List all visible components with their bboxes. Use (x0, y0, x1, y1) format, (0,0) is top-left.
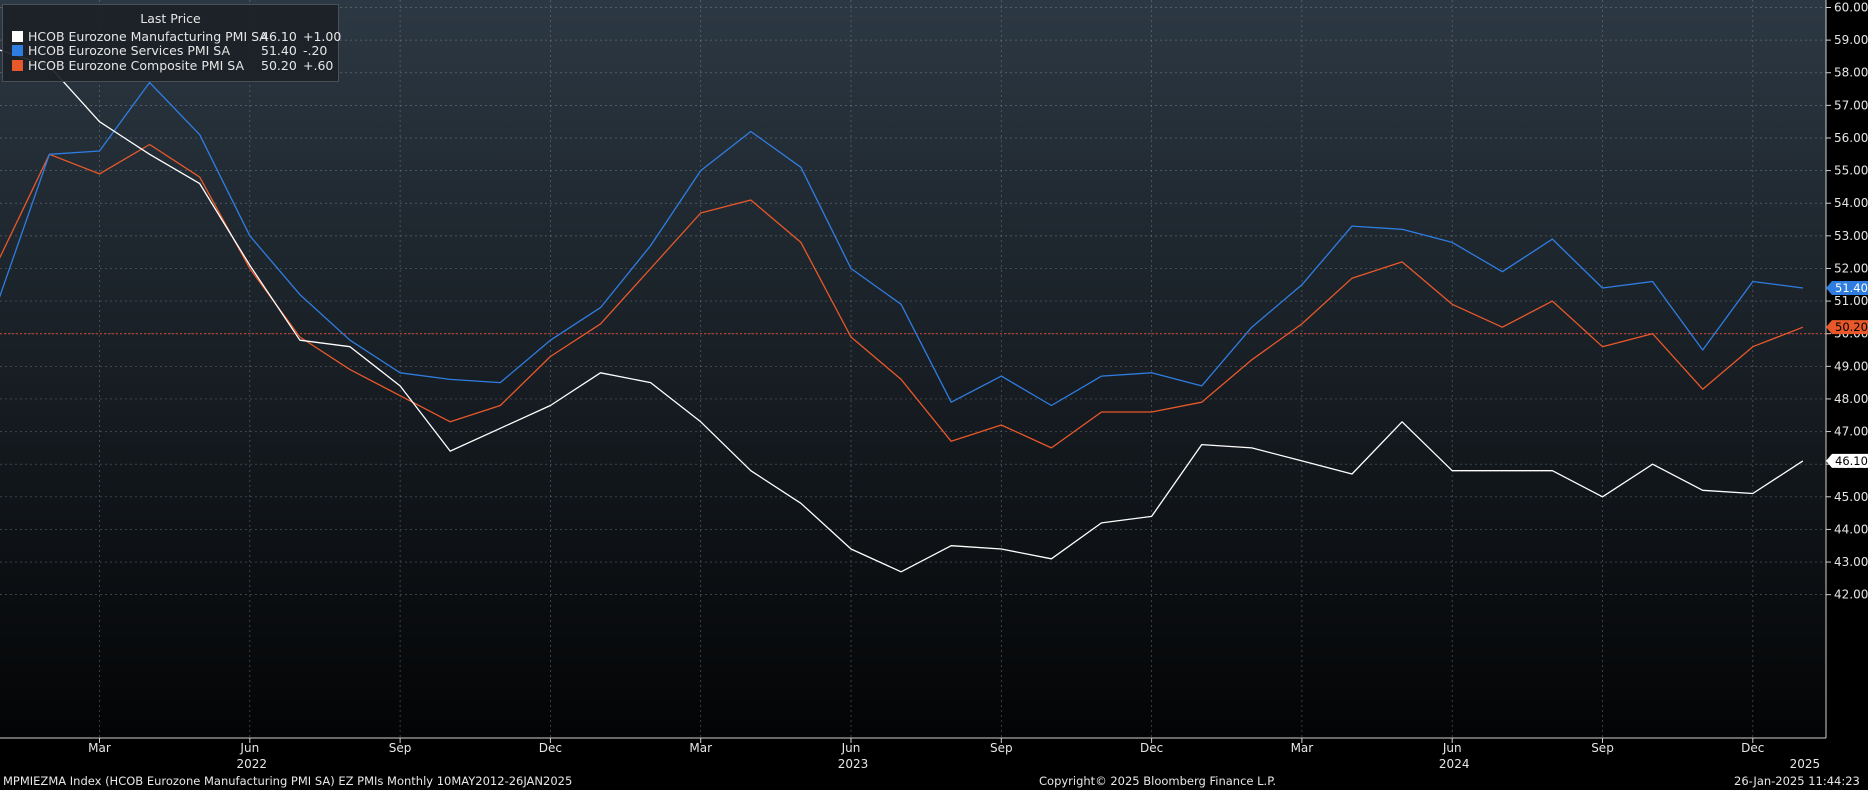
x-year-label: 2022 (237, 757, 268, 771)
plot-background (0, 0, 1826, 738)
legend-swatch-services (12, 45, 23, 56)
y-tick-label: 54.00 (1834, 196, 1868, 210)
x-year-label: 2024 (1439, 757, 1470, 771)
series-line-composite (0, 143, 1804, 449)
last-value-label-services: 51.40 (1835, 281, 1868, 295)
y-tick-label: 52.00 (1834, 261, 1868, 275)
x-tick-label: Mar (1291, 741, 1314, 755)
legend-series-name: HCOB Eurozone Composite PMI SA (28, 58, 245, 73)
series-line-services (0, 81, 1803, 407)
x-tick-label: Dec (1741, 741, 1764, 755)
y-tick-label: 58.00 (1834, 66, 1868, 80)
y-tick-label: 49.00 (1834, 359, 1868, 373)
y-tick-label: 42.00 (1834, 588, 1868, 602)
y-tick-label: 57.00 (1834, 98, 1868, 112)
last-value-tag-composite (1826, 320, 1868, 335)
legend-change: -.20 (303, 43, 328, 58)
footer-copyright: Copyright© 2025 Bloomberg Finance L.P. (1039, 774, 1276, 788)
legend-change: +1.00 (303, 29, 342, 44)
y-tick-label: 55.00 (1834, 164, 1868, 178)
x-tick-label: Jun (841, 741, 861, 755)
legend-series-name: HCOB Eurozone Manufacturing PMI SA (28, 29, 268, 44)
series-layer (0, 49, 1804, 573)
x-tick-label: Sep (389, 741, 412, 755)
footer-ticker-description: MPMIEZMA Index (HCOB Eurozone Manufactur… (3, 774, 573, 788)
x-tick-label: Mar (88, 741, 111, 755)
y-tick-label: 43.00 (1834, 555, 1868, 569)
axis-layer: 42.0043.0044.0045.0046.0047.0048.0049.00… (0, 0, 1868, 771)
y-tick-label: 44.00 (1834, 522, 1868, 536)
x-tick-label: Jun (1442, 741, 1462, 755)
y-tick-label: 45.00 (1834, 490, 1868, 504)
last-value-tags: 46.10 51.40 50.20 (1826, 281, 1868, 468)
last-value-tag-services (1826, 281, 1868, 296)
legend-swatch-composite (12, 60, 23, 71)
y-tick-label: 59.00 (1834, 33, 1868, 47)
chart-legend: Last Price HCOB Eurozone Manufacturing P… (2, 4, 342, 82)
footer-timestamp: 26-Jan-2025 11:44:23 (1734, 774, 1860, 788)
y-tick-label: 48.00 (1834, 392, 1868, 406)
x-tick-label: Mar (689, 741, 712, 755)
x-tick-label: Jun (239, 741, 259, 755)
y-tick-label: 56.00 (1834, 131, 1868, 145)
series-line-manufacturing (0, 49, 1804, 573)
y-tick-label: 51.00 (1834, 294, 1868, 308)
grid-layer (0, 0, 1826, 738)
last-value-label-composite: 50.20 (1835, 320, 1868, 334)
x-tick-label: Dec (539, 741, 562, 755)
legend-last-value: 51.40 (261, 43, 297, 58)
legend-change: +.60 (303, 58, 334, 73)
y-tick-label: 60.00 (1834, 1, 1868, 15)
x-tick-label: Sep (1591, 741, 1614, 755)
x-tick-label: Sep (990, 741, 1013, 755)
x-tick-label: Dec (1140, 741, 1163, 755)
legend-title: Last Price (140, 11, 201, 26)
last-value-label-manufacturing: 46.10 (1835, 454, 1868, 468)
x-year-label: 2023 (838, 757, 869, 771)
y-tick-label: 53.00 (1834, 229, 1868, 243)
x-year-label: 2025 (1790, 757, 1821, 771)
last-value-tag-manufacturing (1826, 453, 1868, 468)
legend-last-value: 46.10 (261, 29, 297, 44)
legend-series-name: HCOB Eurozone Services PMI SA (28, 43, 231, 58)
y-tick-label: 47.00 (1834, 425, 1868, 439)
legend-last-value: 50.20 (261, 58, 297, 73)
legend-swatch-manufacturing (12, 31, 23, 42)
